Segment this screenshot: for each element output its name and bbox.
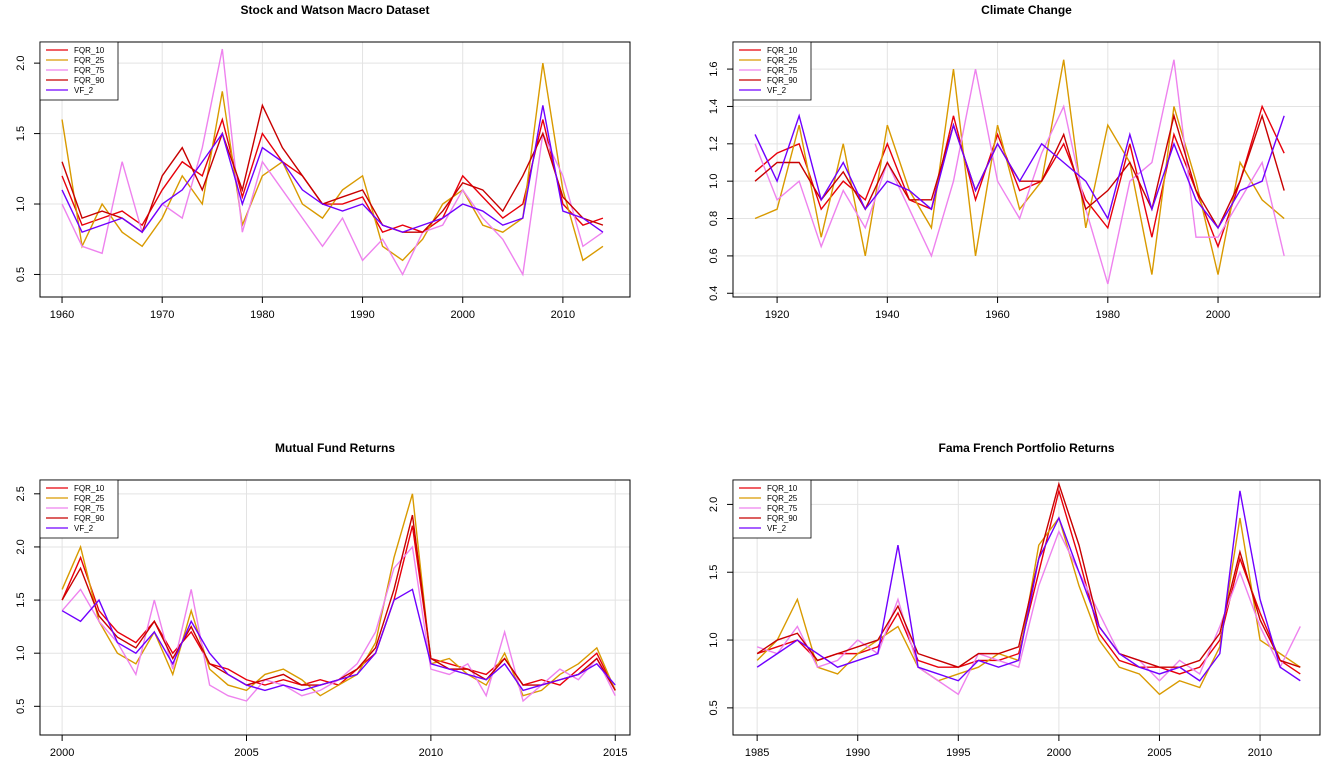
- legend-label: VF_2: [74, 524, 94, 533]
- legend-label: FQR_10: [74, 46, 105, 55]
- x-tick-label: 1920: [765, 309, 789, 321]
- plot-lines: [754, 59, 1285, 285]
- legend-label: FQR_25: [767, 494, 798, 503]
- y-tick-label: 1.6: [708, 61, 720, 76]
- x-tick-label: 1970: [150, 309, 174, 321]
- y-tick-label: 1.5: [15, 592, 27, 607]
- plot-lines: [61, 493, 616, 703]
- chart-title: Mutual Fund Returns: [275, 441, 395, 455]
- legend-label: FQR_75: [767, 504, 798, 513]
- series-line: [61, 48, 604, 277]
- series-line: [756, 481, 1301, 668]
- y-tick-label: 0.5: [708, 700, 720, 715]
- y-tick-label: 0.5: [15, 699, 27, 714]
- series-line: [754, 59, 1285, 275]
- x-tick-label: 1995: [946, 747, 970, 759]
- y-tick-label: 1.0: [708, 632, 720, 647]
- legend-label: FQR_75: [767, 66, 798, 75]
- series-line: [754, 113, 1285, 230]
- y-tick-label: 1.0: [708, 174, 720, 189]
- series-line: [61, 525, 616, 691]
- x-tick-label: 1990: [845, 747, 869, 759]
- series-line: [61, 545, 616, 703]
- series-line: [61, 63, 604, 262]
- x-tick-label: 1985: [745, 747, 769, 759]
- chart-title: Stock and Watson Macro Dataset: [241, 3, 430, 17]
- y-tick-label: 0.4: [708, 286, 720, 301]
- y-tick-label: 1.5: [708, 565, 720, 580]
- chart-title: Climate Change: [981, 3, 1072, 17]
- legend-label: FQR_90: [74, 76, 105, 85]
- legend-label: FQR_90: [767, 514, 798, 523]
- legend-label: FQR_90: [74, 514, 105, 523]
- plot-lines: [756, 481, 1301, 696]
- x-tick-label: 2000: [450, 309, 474, 321]
- legend-label: FQR_25: [74, 56, 105, 65]
- y-tick-label: 1.4: [708, 99, 720, 114]
- plot-frame: [732, 479, 1321, 736]
- x-tick-label: 2010: [419, 747, 443, 759]
- legend-label: FQR_10: [767, 484, 798, 493]
- series-line: [61, 493, 616, 697]
- plot-lines: [61, 48, 604, 277]
- legend-label: VF_2: [767, 524, 787, 533]
- y-tick-label: 1.5: [15, 126, 27, 141]
- plot-frame: [39, 479, 631, 736]
- y-tick-label: 1.2: [708, 136, 720, 151]
- y-tick-label: 0.6: [708, 248, 720, 263]
- legend-label: FQR_10: [74, 484, 105, 493]
- series-line: [61, 117, 604, 234]
- legend-label: FQR_75: [74, 66, 105, 75]
- y-tick-label: 0.8: [708, 211, 720, 226]
- legend-label: FQR_10: [767, 46, 798, 55]
- y-tick-label: 1.0: [15, 646, 27, 661]
- x-tick-label: 1940: [875, 309, 899, 321]
- x-tick-label: 1960: [985, 309, 1009, 321]
- series-line: [756, 488, 1301, 675]
- x-tick-label: 1980: [1096, 309, 1120, 321]
- x-tick-label: 2010: [1248, 747, 1272, 759]
- x-tick-label: 2000: [1047, 747, 1071, 759]
- y-tick-label: 2.5: [15, 486, 27, 501]
- x-tick-label: 2015: [603, 747, 627, 759]
- legend-label: VF_2: [767, 86, 787, 95]
- x-tick-label: 2000: [50, 747, 74, 759]
- x-tick-label: 2005: [1147, 747, 1171, 759]
- y-tick-label: 2.0: [15, 55, 27, 70]
- plot-frame: [39, 41, 631, 298]
- series-line: [61, 588, 616, 692]
- plot-frame: [732, 41, 1321, 298]
- legend-label: FQR_90: [767, 76, 798, 85]
- chart-title: Fama French Portfolio Returns: [938, 441, 1114, 455]
- legend-label: FQR_25: [74, 494, 105, 503]
- legend-label: VF_2: [74, 86, 94, 95]
- series-line: [61, 514, 616, 691]
- legend-label: FQR_75: [74, 504, 105, 513]
- y-tick-label: 0.5: [15, 267, 27, 282]
- y-tick-label: 2.0: [15, 539, 27, 554]
- legend-label: FQR_25: [767, 56, 798, 65]
- y-tick-label: 1.0: [15, 196, 27, 211]
- series-line: [756, 490, 1301, 682]
- x-tick-label: 1990: [350, 309, 374, 321]
- y-tick-label: 2.0: [708, 497, 720, 512]
- x-tick-label: 2005: [234, 747, 258, 759]
- series-line: [754, 59, 1285, 285]
- x-tick-label: 1980: [250, 309, 274, 321]
- series-line: [61, 105, 604, 234]
- x-tick-label: 1960: [50, 309, 74, 321]
- series-line: [61, 103, 604, 234]
- x-tick-label: 2000: [1206, 309, 1230, 321]
- x-tick-label: 2010: [551, 309, 575, 321]
